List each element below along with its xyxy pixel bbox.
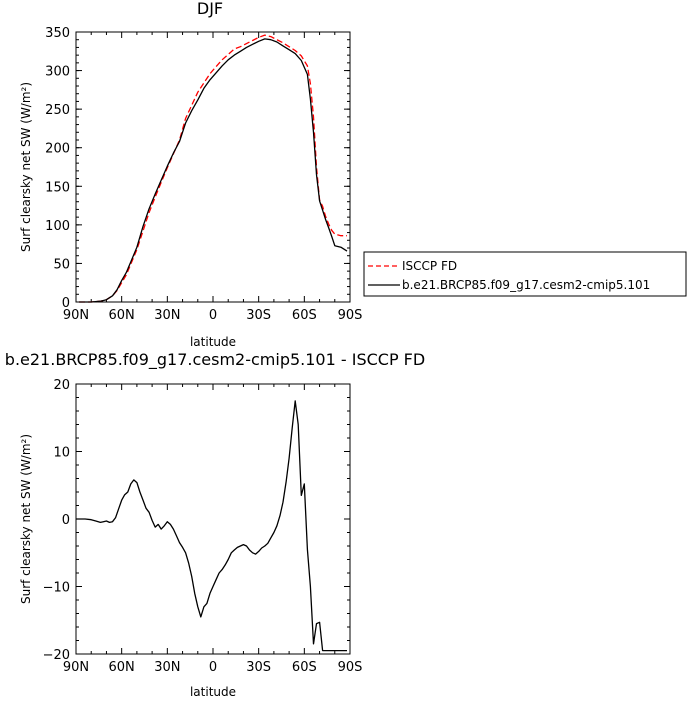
top-x-tick-label: 0 — [209, 308, 217, 323]
bottom-series-group — [76, 400, 347, 652]
legend: ISCCP FD b.e21.BRCP85.f09_g17.cesm2-cmip… — [363, 251, 687, 297]
top-x-axis-label: latitude — [190, 335, 236, 349]
bottom-axis-ticks: 90N 60N 30N 0 30S 60S 90S −20 −10 0 10 20 — [43, 378, 363, 675]
top-x-tick-label: 30N — [154, 308, 180, 323]
bottom-x-tick-label: 90S — [338, 660, 363, 675]
top-y-axis-label: Surf clearsky net SW (W/m²) — [19, 82, 33, 252]
bottom-x-tick-label: 30N — [154, 660, 180, 675]
top-axis-ticks: 90N 60N 30N 0 30S 60S 90S 0 50 100 150 200 250 300 350 — [45, 26, 362, 323]
top-x-tick-label: 90N — [63, 308, 89, 323]
top-series-group — [79, 34, 348, 303]
bottom-y-tick-label: 10 — [53, 446, 70, 461]
legend-label-model: b.e21.BRCP85.f09_g17.cesm2-cmip5.101 — [402, 278, 650, 292]
bottom-x-tick-label: 0 — [209, 660, 217, 675]
bottom-x-tick-label: 60S — [292, 660, 317, 675]
legend-label-isccp: ISCCP FD — [402, 259, 457, 273]
top-y-tick-label: 250 — [45, 103, 70, 118]
bottom-x-tick-label: 30S — [246, 660, 271, 675]
top-x-tick-label: 60N — [109, 308, 135, 323]
top-y-tick-label: 350 — [45, 26, 70, 41]
top-y-tick-label: 150 — [45, 180, 70, 195]
bottom-x-axis-label: latitude — [190, 685, 236, 699]
top-x-tick-label: 90S — [338, 308, 363, 323]
top-panel-title: DJF — [197, 0, 223, 18]
bottom-y-tick-label: −20 — [43, 648, 70, 663]
top-x-tick-label: 30S — [246, 308, 271, 323]
legend-box — [363, 251, 687, 297]
top-x-tick-label: 60S — [292, 308, 317, 323]
bottom-panel-title: b.e21.BRCP85.f09_g17.cesm2-cmip5.101 - I… — [5, 350, 425, 370]
bottom-y-tick-label: 20 — [53, 378, 70, 393]
top-y-tick-label: 200 — [45, 142, 70, 157]
top-series-model-line — [79, 38, 348, 303]
top-series-isccp-fd-line — [79, 34, 347, 303]
bottom-plot-frame — [75, 383, 351, 655]
top-y-tick-label: 50 — [53, 257, 70, 272]
top-y-tick-label: 100 — [45, 219, 70, 234]
bottom-x-tick-label: 90N — [63, 660, 89, 675]
top-panel: DJF 90N 60N 30N 0 30S 60S 90S 0 50 100 150 200 250 30… — [19, 0, 687, 349]
bottom-y-tick-label: 0 — [62, 513, 70, 528]
top-y-tick-label: 0 — [62, 296, 70, 311]
bottom-series-model-line — [76, 400, 347, 652]
bottom-y-axis-label: Surf clearsky net SW (W/m²) — [19, 434, 33, 604]
bottom-x-tick-label: 60N — [109, 660, 135, 675]
bottom-y-tick-label: −10 — [43, 581, 70, 596]
bottom-panel: b.e21.BRCP85.f09_g17.cesm2-cmip5.101 - I… — [5, 350, 425, 699]
top-y-tick-label: 300 — [45, 65, 70, 80]
